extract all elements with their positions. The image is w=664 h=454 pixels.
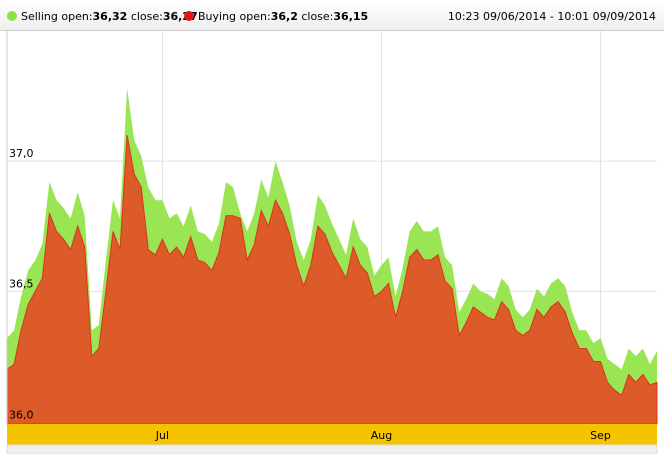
series-area-buying[interactable]	[6, 135, 658, 425]
selling-open-value: 36,32	[92, 10, 128, 23]
buying-close-value: 36,15	[333, 10, 369, 23]
navigator-strip[interactable]	[6, 444, 658, 454]
x-axis-band	[7, 424, 657, 445]
y-tick-label: 37,0	[9, 147, 34, 160]
selling-close-label: close:	[127, 10, 163, 23]
x-tick-label: Aug	[371, 429, 392, 442]
buying-dot-icon	[184, 11, 194, 21]
selling-dot-icon	[7, 11, 17, 21]
buying-open-value: 36,2	[270, 10, 298, 23]
x-axis: Jul Aug Sep	[155, 429, 611, 442]
chart-legend-bar: Selling open:36,32 close:36,27 Buying op…	[0, 0, 664, 31]
y-axis: 36,0 36,5 37,0	[9, 147, 34, 421]
date-range: 10:23 09/06/2014 - 10:01 09/09/2014	[447, 10, 656, 23]
x-tick-label: Jul	[155, 429, 169, 442]
buying-prefix: Buying open:	[198, 10, 271, 23]
y-tick-label: 36,5	[9, 277, 34, 290]
buying-close-label: close:	[297, 10, 334, 23]
y-tick-label: 36,0	[9, 408, 34, 421]
selling-prefix: Selling open:	[21, 10, 93, 23]
legend-item-buying[interactable]: Buying open:36,2 close:36,15	[184, 10, 368, 23]
x-tick-label: Sep	[590, 429, 611, 442]
